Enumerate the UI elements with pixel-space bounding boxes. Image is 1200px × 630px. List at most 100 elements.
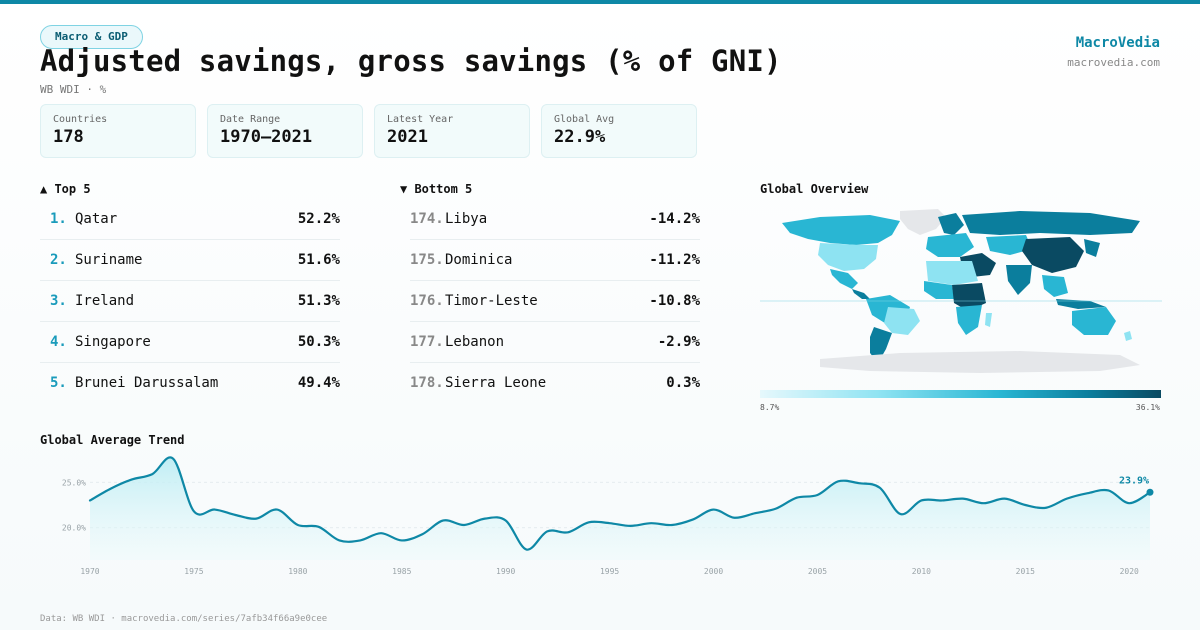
trend-point <box>836 479 840 483</box>
map-region-brazil[interactable] <box>884 307 920 335</box>
trend-point <box>233 513 237 517</box>
trend-point <box>878 486 882 490</box>
rank-number: 2. <box>50 252 67 268</box>
list-item[interactable]: 3. Ireland 51.3% <box>40 282 340 322</box>
trend-point <box>628 524 632 528</box>
y-tick-label: 20.0% <box>62 524 86 533</box>
trend-point <box>795 496 799 500</box>
map-region-mexico[interactable] <box>830 269 858 289</box>
trend-point <box>171 457 175 461</box>
map-region-east-asia[interactable] <box>1084 239 1100 257</box>
map-region-new-zealand[interactable] <box>1124 331 1132 341</box>
x-tick-label: 2020 <box>1120 567 1139 576</box>
list-item[interactable]: 176. Timor-Leste -10.8% <box>410 282 700 322</box>
map-region-greenland[interactable] <box>900 209 946 235</box>
map-region-russia[interactable] <box>962 211 1140 235</box>
map-region-south-america-south[interactable] <box>870 327 892 363</box>
rank-number: 177. <box>410 334 444 350</box>
trend-point <box>587 520 591 524</box>
trend-point <box>109 487 113 491</box>
list-item[interactable]: 4. Singapore 50.3% <box>40 323 340 363</box>
map-region-india[interactable] <box>1006 265 1032 295</box>
map-region-usa[interactable] <box>818 243 878 271</box>
world-map-svg <box>760 209 1162 373</box>
trend-point <box>545 529 549 533</box>
country-name: Ireland <box>75 293 135 309</box>
map-region-north-africa[interactable] <box>926 261 978 285</box>
x-tick-label: 1985 <box>392 567 411 576</box>
map-region-southern-africa[interactable] <box>956 305 982 335</box>
list-item[interactable]: 175. Dominica -11.2% <box>410 241 700 281</box>
map-region-scandinavia[interactable] <box>938 213 964 235</box>
map-region-southeast-asia[interactable] <box>1042 275 1068 297</box>
map-region-madagascar[interactable] <box>985 313 992 327</box>
stat-label: Latest Year <box>387 114 454 125</box>
trend-line[interactable] <box>88 456 1152 551</box>
country-name: Sierra Leone <box>445 375 547 391</box>
map-region-canada[interactable] <box>782 215 900 245</box>
country-name: Brunei Darussalam <box>75 375 219 391</box>
rank-number: 176. <box>410 293 444 309</box>
map-region-central-america[interactable] <box>852 289 870 299</box>
stat-value: 178 <box>53 127 84 147</box>
y-tick-label: 25.0% <box>62 478 86 487</box>
map-region-antarctica[interactable] <box>820 351 1140 373</box>
country-value: 49.4% <box>297 375 340 391</box>
trend-point <box>400 538 404 542</box>
trend-y-axis: 20.0% 25.0% <box>62 478 86 532</box>
x-tick-label: 2010 <box>912 567 931 576</box>
stat-value: 22.9% <box>554 127 606 147</box>
country-value: 0.3% <box>666 375 700 391</box>
x-tick-label: 2000 <box>704 567 723 576</box>
stat-card-latest-year: Latest Year 2021 <box>374 104 530 158</box>
map-region-china[interactable] <box>1022 237 1084 273</box>
trend-point <box>1023 503 1027 507</box>
trend-point <box>1127 501 1131 505</box>
country-name: Timor-Leste <box>445 293 538 309</box>
country-value: -2.9% <box>657 334 700 350</box>
x-tick-label: 1995 <box>600 567 619 576</box>
stat-label: Date Range <box>220 114 281 125</box>
world-map[interactable] <box>760 203 1162 383</box>
trend-points: 23.9% <box>109 457 1154 552</box>
trend-point <box>691 518 695 522</box>
stat-card-global-avg: Global Avg 22.9% <box>541 104 697 158</box>
brand-name[interactable]: MacroVedia <box>1075 35 1160 51</box>
brand-block: MacroVedia macrovedia.com <box>1067 35 1160 69</box>
list-item[interactable]: 177. Lebanon -2.9% <box>410 323 700 363</box>
rank-number: 3. <box>50 293 67 309</box>
map-region-europe[interactable] <box>926 233 974 257</box>
map-region-west-africa[interactable] <box>924 281 954 299</box>
category-badge[interactable]: Macro & GDP <box>40 25 143 49</box>
trend-point <box>441 518 445 522</box>
trend-point <box>608 521 612 525</box>
country-name: Libya <box>445 211 488 227</box>
list-item[interactable]: 178. Sierra Leone 0.3% <box>410 364 700 403</box>
list-item[interactable]: 1. Qatar 52.2% <box>40 200 340 240</box>
map-region-central-africa[interactable] <box>952 283 986 311</box>
trend-point <box>130 478 134 482</box>
stat-value: 2021 <box>387 127 428 147</box>
rank-number: 175. <box>410 252 444 268</box>
trend-point <box>982 501 986 505</box>
trend-title: Global Average Trend <box>40 433 185 447</box>
trend-point <box>213 508 217 512</box>
list-item[interactable]: 174. Libya -14.2% <box>410 200 700 240</box>
list-item[interactable]: 5. Brunei Darussalam 49.4% <box>40 364 340 403</box>
top5-title: ▲ Top 5 <box>40 182 91 196</box>
trend-point <box>275 508 279 512</box>
map-region-australia[interactable] <box>1072 307 1116 335</box>
trend-point <box>524 548 528 552</box>
country-name: Suriname <box>75 252 143 268</box>
list-item[interactable]: 2. Suriname 51.6% <box>40 241 340 281</box>
trend-point <box>1065 497 1069 501</box>
trend-chart[interactable]: 20.0% 25.0% 1970 1975 1980 1985 1990 1995 2000 2… <box>0 455 1200 580</box>
map-region-central-asia[interactable] <box>986 235 1032 255</box>
brand-url[interactable]: macrovedia.com <box>1067 56 1160 69</box>
trend-point <box>379 531 383 535</box>
stat-value: 1970–2021 <box>220 127 313 147</box>
country-value: 50.3% <box>297 334 340 350</box>
rank-number: 1. <box>50 211 67 227</box>
trend-point <box>899 512 903 516</box>
map-region-indonesia[interactable] <box>1056 299 1106 309</box>
